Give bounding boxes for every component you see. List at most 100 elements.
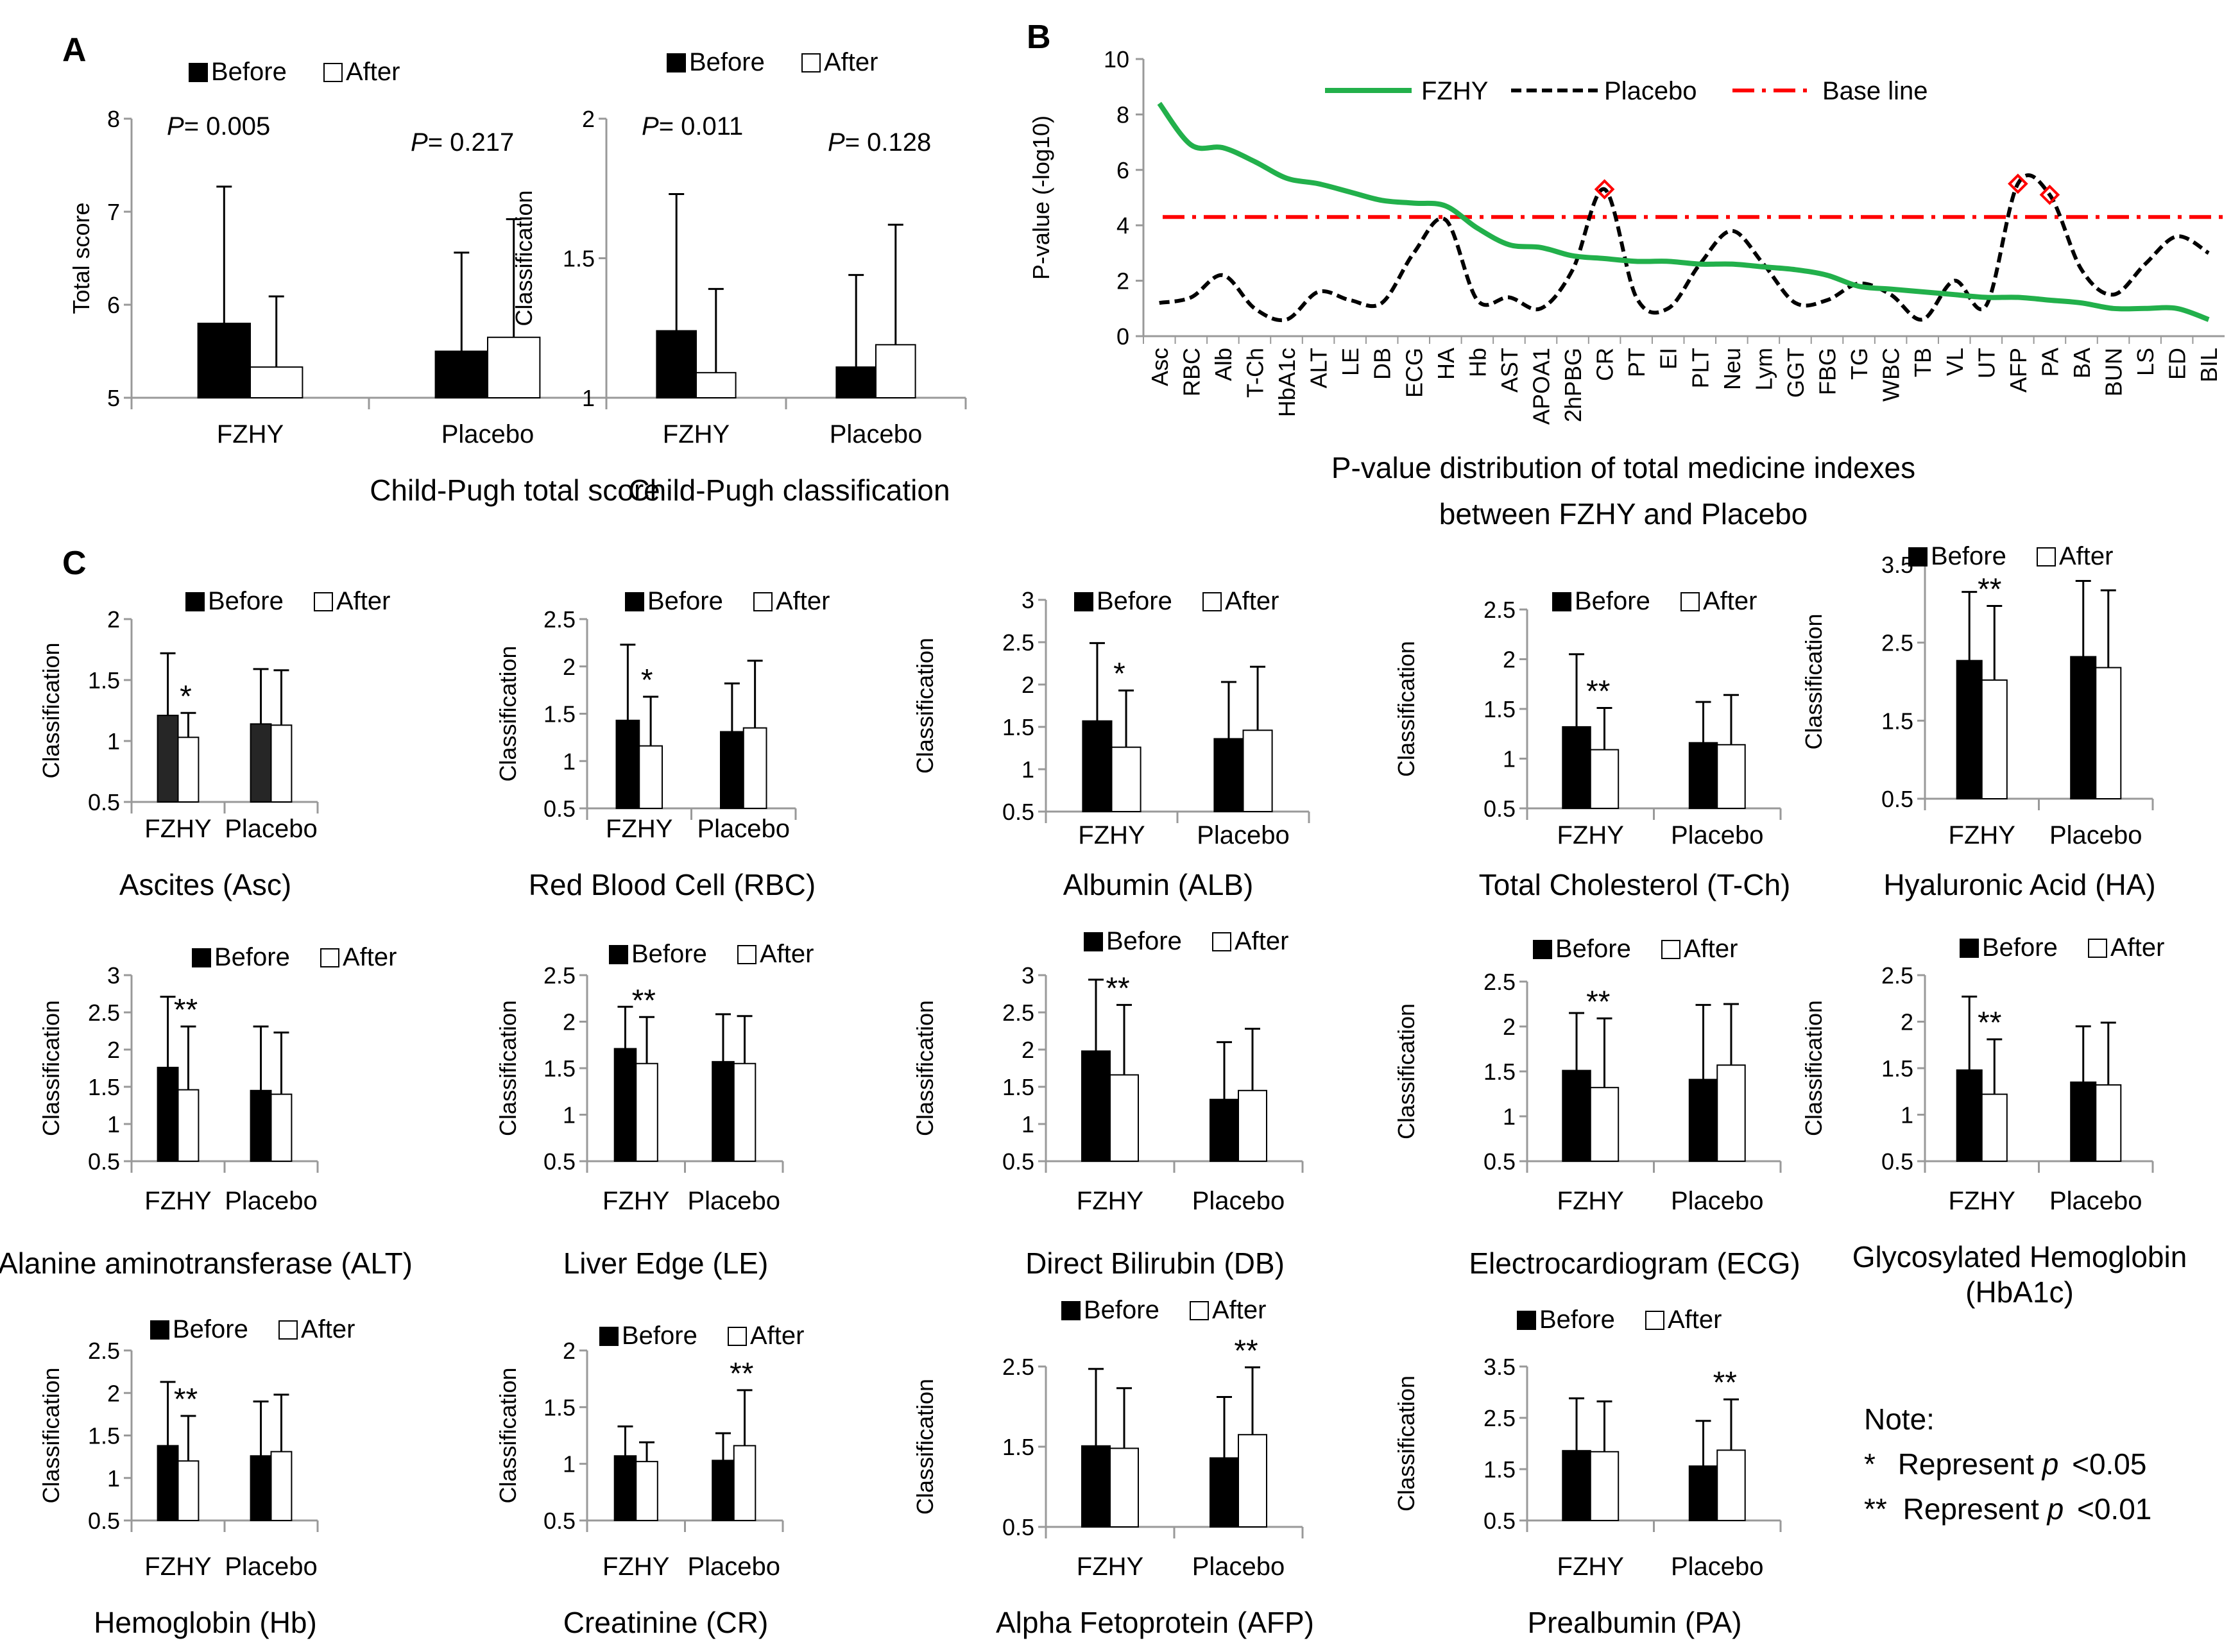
bar-after — [1109, 1447, 1139, 1528]
y-tick-label: 0.5 — [1483, 1508, 1516, 1534]
legend-label-after: After — [1225, 587, 1279, 615]
x-tick-label: UT — [1973, 348, 1999, 379]
bar-after — [270, 724, 293, 803]
legend-swatch-before — [185, 592, 205, 611]
p-value-prefix: P — [642, 112, 659, 141]
y-tick-label: 2 — [563, 654, 576, 680]
bar-after — [487, 336, 541, 398]
y-tick-label: 2 — [107, 606, 120, 633]
legend-swatch-after — [278, 1320, 298, 1340]
legend-label-before: Before — [1539, 1306, 1615, 1334]
legend: Before After — [192, 943, 397, 971]
highlight-marker — [1594, 179, 1615, 200]
chart-title: P-value distribution of total medicine i… — [1331, 451, 1915, 484]
legend-swatch-after — [1212, 932, 1231, 951]
y-tick-label: 3 — [1022, 587, 1034, 613]
x-tick-label: BIL — [2196, 348, 2222, 382]
legend-label-before: Before — [631, 940, 707, 968]
bar-after — [1238, 1089, 1267, 1162]
note-block: Note: * Represent p <0.05 ** Represent p… — [1864, 1402, 2151, 1526]
panel-label-a: A — [62, 31, 87, 69]
chart-title: Electrocardiogram (ECG) — [1469, 1247, 1800, 1280]
x-tick-label: AFP — [2005, 348, 2031, 393]
y-tick-label: 2.5 — [1483, 969, 1516, 995]
bar-after — [1242, 729, 1273, 813]
note-title: Note: — [1864, 1402, 1935, 1436]
y-tick-label: 8 — [1116, 101, 1129, 128]
x-tick-label: VL — [1942, 348, 1968, 376]
legend-swatch-after — [1645, 1311, 1664, 1330]
y-axis-title: Classification — [912, 1000, 938, 1136]
bar-chart: 0.5 1 1.5 2 2.5 Classification FZHY Placebo ** Be… — [1393, 587, 1790, 901]
y-tick-label: 0.5 — [1002, 799, 1034, 825]
bar-chart: 0.5 1 1.5 2 2.5 Classification FZHY Placebo ** Be… — [1393, 935, 1800, 1280]
chart-title: Total Cholesterol (T-Ch) — [1479, 868, 1791, 901]
legend: Before After — [1074, 587, 1279, 615]
bar-chart: 0.5 1.5 2.5 3.5 Classification FZHY Placebo **B… — [1800, 542, 2156, 901]
legend-swatch-before — [150, 1320, 169, 1340]
y-tick-label: 1.5 — [543, 1394, 576, 1420]
bar-before — [1688, 742, 1718, 809]
bar-chart: 0.5 1 1.5 2 2.5 3 Classification FZHY Placebo * Be… — [912, 587, 1310, 901]
legend-label-after: After — [2059, 542, 2113, 570]
y-axis-title: Classification — [912, 638, 938, 774]
bar-before — [712, 1060, 735, 1162]
y-tick-label: 1 — [107, 1111, 120, 1137]
significance-marker: ** — [1978, 572, 2001, 606]
legend: Before After — [1084, 927, 1288, 955]
legend-swatch-after — [1680, 592, 1700, 611]
legend: Before After — [667, 48, 878, 76]
y-axis-title: Classification — [495, 645, 521, 781]
y-tick-label: 1.5 — [543, 1055, 576, 1082]
fzhy-series — [1157, 101, 2210, 322]
bar-before — [1956, 660, 1983, 800]
chart-title: Liver Edge (LE) — [563, 1247, 769, 1280]
legend-swatch-before — [625, 592, 644, 611]
legend: Before After — [1517, 1306, 1722, 1334]
y-tick-label: 2 — [1022, 1037, 1034, 1063]
y-tick-label: 1.5 — [1483, 696, 1516, 722]
bar-after — [696, 371, 737, 398]
x-tick-label: HbA1c — [1274, 348, 1300, 417]
p-value-number: = 0.217 — [428, 128, 515, 157]
bar-chart: 0.5 1 1.5 2 2.5 3 Classification FZHY Placebo ** B… — [912, 927, 1304, 1280]
legend-swatch-after — [1661, 940, 1680, 959]
category-label: Placebo — [225, 815, 318, 843]
legend-swatch-before — [1074, 592, 1093, 611]
y-tick-label: 2 — [1503, 1014, 1516, 1040]
x-tick-label: ECG — [1401, 348, 1427, 398]
y-tick-label: 1.5 — [88, 1074, 120, 1100]
x-tick-label: PLT — [1687, 348, 1713, 388]
y-tick-label: 1 — [1503, 746, 1516, 772]
note-line-2-text: Represent — [1903, 1492, 2048, 1526]
x-tick-label: LE — [1337, 348, 1364, 376]
note-line-2-value: <0.01 — [2077, 1492, 2151, 1526]
bar-after — [1981, 679, 2008, 799]
bar-chart: 0.5 1 1.5 2 2.5 Classification FZHY Placebo ** Be… — [1800, 933, 2187, 1309]
legend-label-before: Before — [1106, 927, 1182, 955]
legend-swatch-before — [1517, 1311, 1536, 1330]
bar-before — [157, 1445, 179, 1521]
y-tick-label: 2.5 — [1881, 630, 1913, 656]
x-tick-label: LS — [2132, 348, 2159, 376]
significance-marker: ** — [1713, 1366, 1737, 1400]
legend-label-after: After — [1684, 935, 1738, 963]
y-tick-label: 3 — [1022, 962, 1034, 989]
chart-title: Direct Bilirubin (DB) — [1025, 1247, 1285, 1280]
x-tick-label: ALT — [1306, 348, 1332, 388]
bar-after — [635, 1062, 658, 1162]
bar-after — [733, 1445, 757, 1521]
x-tick-label: WBC — [1878, 348, 1904, 402]
legend-label-before: Before — [1931, 542, 2006, 570]
x-tick-label: BUN — [2101, 348, 2127, 396]
bar-after — [177, 1089, 200, 1162]
x-tick-label: Neu — [1719, 348, 1745, 390]
panel-label-b: B — [1027, 19, 1051, 56]
y-tick-label: 1.5 — [1881, 1055, 1913, 1082]
legend: FZHY Placebo Base line — [1325, 77, 1928, 105]
category-label: Placebo — [1671, 1553, 1764, 1581]
legend: Before After — [609, 940, 814, 968]
bar-before — [720, 731, 744, 810]
